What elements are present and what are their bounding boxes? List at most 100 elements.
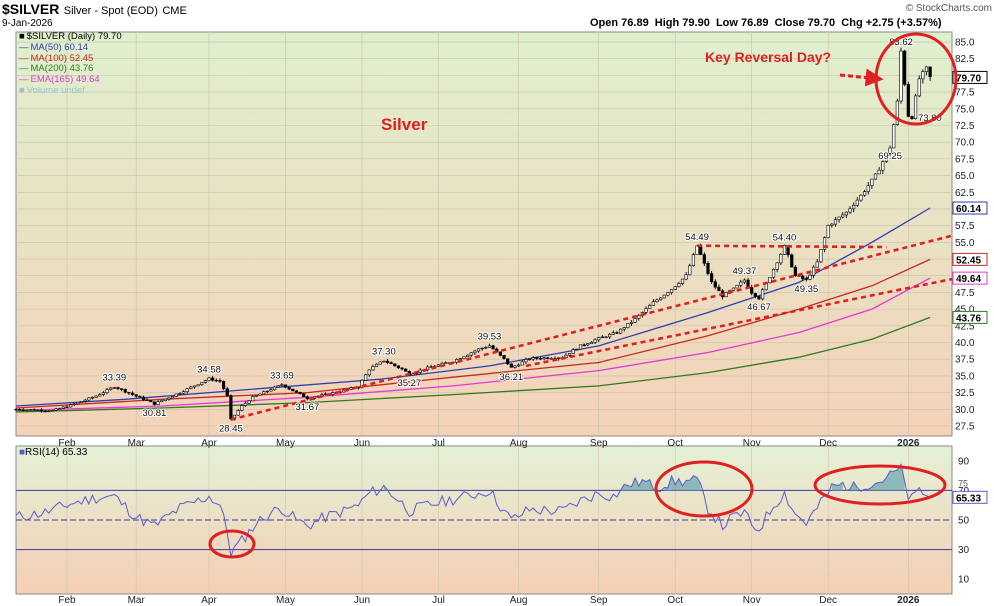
price-bar xyxy=(302,393,306,398)
price-bar xyxy=(586,343,590,346)
price-bar xyxy=(262,391,266,395)
price-bar xyxy=(648,305,652,309)
x-tick-label: Nov xyxy=(743,438,761,449)
price-bar xyxy=(633,318,637,323)
price-point-label: 49.37 xyxy=(733,266,757,277)
price-bar xyxy=(491,345,495,350)
axis-value-tag-label: 43.76 xyxy=(956,313,981,324)
price-bar xyxy=(498,351,502,356)
price-bar xyxy=(739,281,743,286)
price-bar xyxy=(28,409,33,411)
price-bar xyxy=(684,274,688,280)
legend-item-volume: ■ Volume undef xyxy=(19,85,122,97)
price-bar xyxy=(218,380,222,382)
price-bar xyxy=(112,387,116,389)
y-tick-label: 42.5 xyxy=(955,321,975,332)
price-bar xyxy=(655,299,659,303)
price-bar xyxy=(18,409,22,411)
legend-swatch: — xyxy=(19,74,29,86)
price-point-label: 69.25 xyxy=(878,151,902,162)
price-bar xyxy=(837,216,841,220)
rsi-x-tick-label: Jul xyxy=(432,595,445,606)
price-bar xyxy=(211,377,215,381)
price-bar xyxy=(25,409,29,411)
price-bar xyxy=(65,406,69,409)
price-bar xyxy=(921,71,925,80)
price-bar xyxy=(43,410,47,413)
trendline-horizontal-resistance xyxy=(697,244,887,249)
y-tick-label: 72.5 xyxy=(955,121,975,132)
y-tick-label: 30.0 xyxy=(955,405,975,416)
price-bar xyxy=(844,211,848,216)
x-tick-label: Sep xyxy=(590,438,608,449)
rsi-x-tick-label: Mar xyxy=(128,595,146,606)
chart-date: 9-Jan-2026 xyxy=(2,18,53,29)
y-tick-label: 62.5 xyxy=(955,188,975,199)
rsi-overbought-fill xyxy=(620,477,654,491)
price-bar xyxy=(163,398,167,401)
rsi-oversold-circle xyxy=(208,529,256,559)
brand-label: © StockCharts.com xyxy=(905,3,992,14)
price-bar xyxy=(229,395,233,420)
price-bar xyxy=(203,380,207,383)
price-bar xyxy=(618,328,623,334)
price-point-label: 54.49 xyxy=(685,232,709,243)
price-bar xyxy=(243,402,248,406)
price-bar xyxy=(458,358,462,360)
price-bar xyxy=(251,396,255,402)
price-bar xyxy=(444,362,448,364)
price-bar xyxy=(713,281,717,288)
price-bar xyxy=(149,400,153,403)
price-bar xyxy=(200,382,204,385)
price-bar xyxy=(378,361,382,365)
price-bar xyxy=(76,402,80,405)
rsi-overbought-fill xyxy=(664,475,701,491)
price-bar xyxy=(291,388,295,392)
legend-swatch: — xyxy=(19,52,29,64)
rsi-x-tick-label: Nov xyxy=(743,595,761,606)
price-bar xyxy=(389,362,393,365)
price-bar xyxy=(400,367,404,370)
price-point-label: 54.40 xyxy=(773,232,797,243)
price-bar xyxy=(669,289,674,293)
price-bar xyxy=(819,249,823,263)
y-tick-label: 70.0 xyxy=(955,138,975,149)
price-bar xyxy=(269,389,273,392)
price-point-label: 36.21 xyxy=(499,372,523,383)
price-bar xyxy=(404,368,408,372)
price-point-label: 46.67 xyxy=(747,302,771,313)
y-tick-label: 47.5 xyxy=(955,288,975,299)
ma-line-ma100 xyxy=(15,258,931,409)
price-bar xyxy=(374,363,379,367)
price-bar xyxy=(127,391,131,394)
price-bar xyxy=(109,387,113,390)
price-bar xyxy=(418,369,422,373)
price-bar xyxy=(272,386,277,391)
price-bar xyxy=(32,409,36,411)
price-bar xyxy=(593,339,597,343)
price-bar xyxy=(207,377,211,381)
y-tick-label: 67.5 xyxy=(955,154,975,165)
price-bar xyxy=(462,356,466,359)
ma-line-ema165 xyxy=(15,277,931,412)
price-bar xyxy=(535,357,539,359)
price-bar xyxy=(659,297,663,301)
price-bar xyxy=(600,336,604,339)
price-bar xyxy=(305,396,309,400)
price-bar xyxy=(567,353,572,356)
price-bar xyxy=(116,387,120,390)
price-bar xyxy=(841,214,845,218)
y-tick-label: 77.5 xyxy=(955,88,975,99)
rsi-x-tick-label: Aug xyxy=(510,595,528,606)
price-bar xyxy=(877,169,881,175)
price-bar xyxy=(90,396,95,399)
price-point-label: 49.35 xyxy=(794,284,818,295)
price-bar xyxy=(513,365,517,368)
axis-value-tag xyxy=(952,70,988,84)
price-bar xyxy=(538,358,543,360)
rsi-line xyxy=(15,463,931,557)
price-bar xyxy=(608,334,612,338)
price-bar xyxy=(265,390,269,393)
price-point-label: 35.27 xyxy=(397,378,421,389)
price-bar xyxy=(385,360,390,363)
